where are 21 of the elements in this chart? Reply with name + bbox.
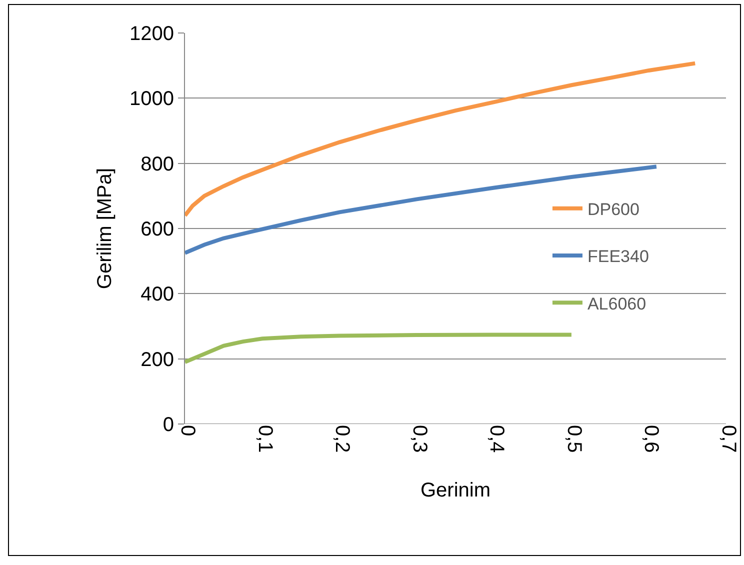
y-tick-label: 200 <box>140 348 174 371</box>
y-axis-title: Gerilim [MPa] <box>94 168 116 290</box>
legend-label: FEE340 <box>587 247 649 266</box>
legend-label: AL6060 <box>587 294 646 314</box>
legend-label: DP600 <box>587 200 640 220</box>
x-axis-title: Gerinim <box>420 479 491 502</box>
line-series <box>185 332 574 364</box>
x-tick-label: 0,4 <box>486 425 508 453</box>
y-tick-label: 400 <box>140 284 174 306</box>
y-tick-label: 1200 <box>130 23 174 45</box>
y-tick-label: 800 <box>140 153 174 176</box>
x-tick-label: 0,5 <box>562 425 585 453</box>
line-series <box>185 61 698 218</box>
x-tick-label: 0,6 <box>640 425 662 453</box>
y-tick-label: 600 <box>140 218 174 240</box>
x-tick-label: 0,1 <box>254 425 276 453</box>
x-tick-label: 0,2 <box>331 425 354 453</box>
y-tick-label: 1000 <box>130 88 174 110</box>
x-tick-label: 0,3 <box>408 425 430 453</box>
x-tick-label: 0,7 <box>718 425 740 453</box>
x-tick-label: 0 <box>176 425 198 436</box>
